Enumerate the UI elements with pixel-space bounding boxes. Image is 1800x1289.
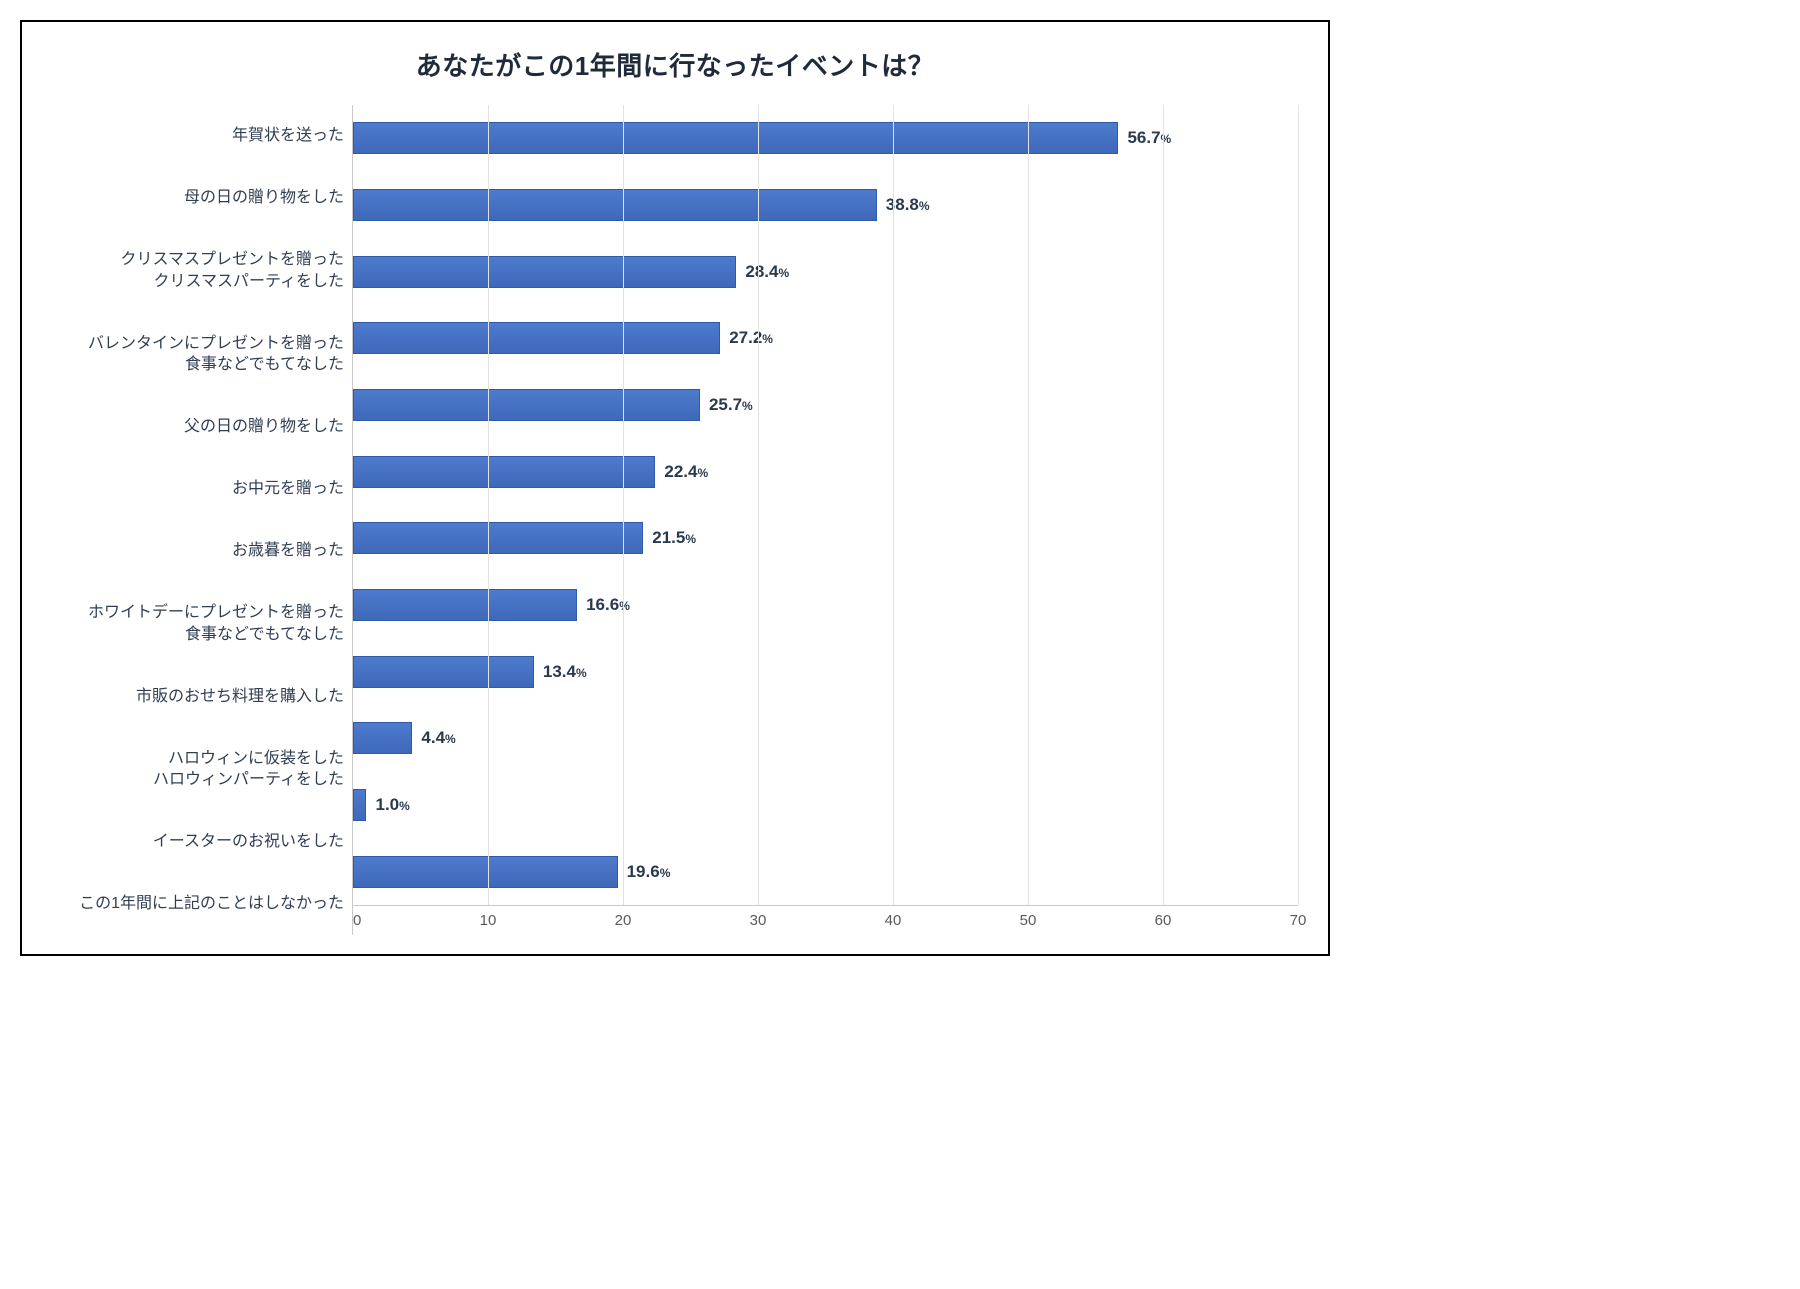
gridline — [1298, 105, 1299, 905]
bar-row: 56.7% — [353, 122, 1298, 154]
plot-area: 56.7% 38.8% 28.4% 27.2% 25.7% 22.4% 21.5% 16.6%… — [352, 105, 1298, 935]
category-label: この1年間に上記のことはしなかった — [52, 893, 344, 915]
bar-row: 16.6% — [353, 589, 1298, 621]
bar-row: 25.7% — [353, 389, 1298, 421]
category-label: お中元を贈った — [52, 478, 344, 500]
bar-value-label: 28.4% — [745, 262, 789, 282]
bar-row: 28.4% — [353, 256, 1298, 288]
bar-value-label: 13.4% — [543, 662, 587, 682]
bar-value-label: 1.0% — [375, 795, 409, 815]
category-label: お歳暮を贈った — [52, 540, 344, 562]
bar: 56.7% — [353, 122, 1118, 154]
chart-body: 年賀状を送った母の日の贈り物をしたクリスマスプレゼントを贈った クリスマスパーテ… — [52, 105, 1298, 935]
gridline — [893, 105, 894, 905]
bar: 13.4% — [353, 656, 534, 688]
y-axis-labels: 年賀状を送った母の日の贈り物をしたクリスマスプレゼントを贈った クリスマスパーテ… — [52, 105, 352, 935]
bar-value-label: 22.4% — [664, 462, 708, 482]
x-tick: 60 — [1155, 912, 1172, 929]
bar: 27.2% — [353, 322, 720, 354]
bar: 38.8% — [353, 189, 877, 221]
bar-row: 27.2% — [353, 322, 1298, 354]
category-label: クリスマスプレゼントを贈った クリスマスパーティをした — [52, 249, 344, 292]
bar-value-label: 56.7% — [1127, 128, 1171, 148]
gridline — [758, 105, 759, 905]
gridline — [1028, 105, 1029, 905]
category-label: イースターのお祝いをした — [52, 831, 344, 853]
x-tick: 40 — [885, 912, 902, 929]
bar-row: 1.0% — [353, 789, 1298, 821]
category-label: 父の日の贈り物をした — [52, 416, 344, 438]
bar-row: 38.8% — [353, 189, 1298, 221]
chart-title: あなたがこの1年間に行なったイベントは？ — [52, 46, 1298, 83]
x-tick: 0 — [353, 912, 361, 929]
gridline — [623, 105, 624, 905]
bar-row: 13.4% — [353, 656, 1298, 688]
gridline — [488, 105, 489, 905]
category-label: バレンタインにプレゼントを贈った 食事などでもてなした — [52, 333, 344, 376]
bar-value-label: 21.5% — [652, 528, 696, 548]
bar: 19.6% — [353, 856, 618, 888]
category-label: 母の日の贈り物をした — [52, 187, 344, 209]
bar: 16.6% — [353, 589, 577, 621]
bar-row: 4.4% — [353, 722, 1298, 754]
bar-row: 21.5% — [353, 522, 1298, 554]
bar-row: 19.6% — [353, 856, 1298, 888]
bar-value-label: 25.7% — [709, 395, 753, 415]
bar-value-label: 27.2% — [729, 328, 773, 348]
category-label: 市販のおせち料理を購入した — [52, 686, 344, 708]
bar: 1.0% — [353, 789, 366, 821]
chart-frame: あなたがこの1年間に行なったイベントは？ 年賀状を送った母の日の贈り物をしたクリ… — [20, 20, 1330, 956]
x-tick: 50 — [1020, 912, 1037, 929]
bar-value-label: 19.6% — [627, 862, 671, 882]
category-label: ホワイトデーにプレゼントを贈った 食事などでもてなした — [52, 602, 344, 645]
bar: 25.7% — [353, 389, 700, 421]
bar: 21.5% — [353, 522, 643, 554]
x-tick: 20 — [615, 912, 632, 929]
x-axis: 010203040506070 — [353, 905, 1298, 935]
bar: 22.4% — [353, 456, 655, 488]
gridline — [1163, 105, 1164, 905]
category-label: ハロウィンに仮装をした ハロウィンパーティをした — [52, 748, 344, 791]
bars-container: 56.7% 38.8% 28.4% 27.2% 25.7% 22.4% 21.5% 16.6%… — [353, 105, 1298, 905]
x-tick: 10 — [480, 912, 497, 929]
bar-row: 22.4% — [353, 456, 1298, 488]
bar: 28.4% — [353, 256, 736, 288]
x-tick: 30 — [750, 912, 767, 929]
bar: 4.4% — [353, 722, 412, 754]
x-tick: 70 — [1290, 912, 1307, 929]
category-label: 年賀状を送った — [52, 125, 344, 147]
bar-value-label: 4.4% — [421, 728, 455, 748]
